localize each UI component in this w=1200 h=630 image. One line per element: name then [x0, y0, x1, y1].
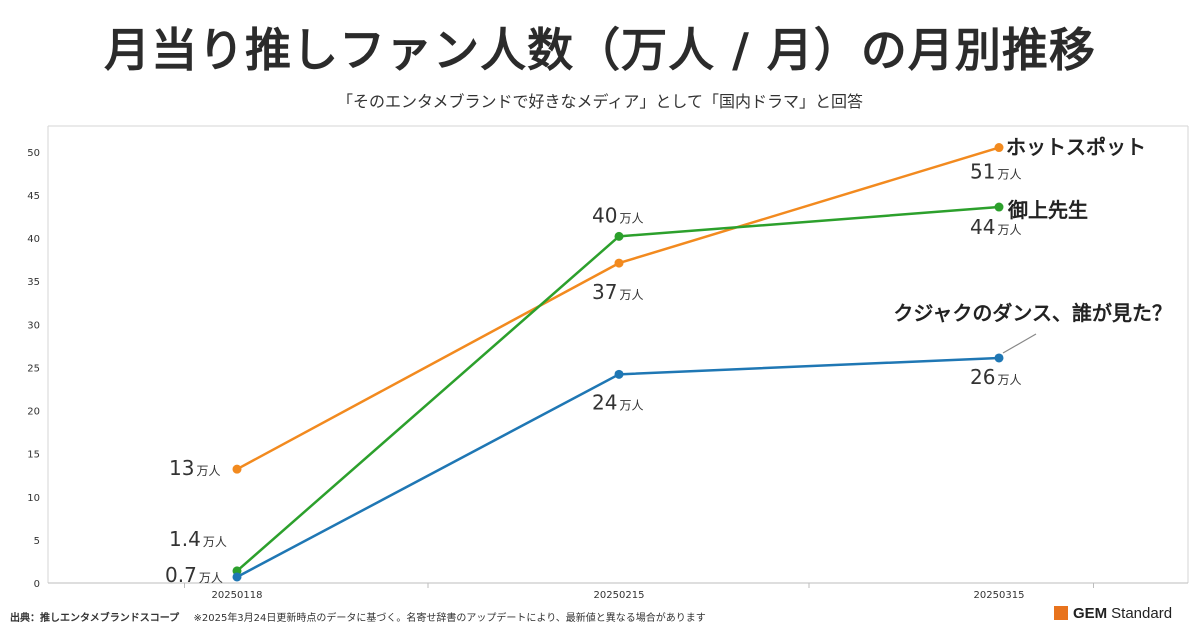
x-tick-label: 20250315	[974, 590, 1025, 600]
data-label: 26 万人	[970, 365, 1021, 389]
footer: 出典：推しエンタメブランドスコープ ※2025年3月24日更新時点のデータに基づ…	[10, 609, 706, 624]
series-name-label: 御上先生	[1007, 198, 1088, 222]
data-label: 1.4 万人	[169, 527, 227, 551]
data-point	[614, 258, 624, 268]
data-label: 37 万人	[592, 280, 643, 304]
data-label: 40 万人	[592, 203, 643, 227]
y-tick-label: 15	[27, 450, 40, 461]
brand-logo: GEM Standard	[1054, 603, 1172, 623]
y-tick-label: 40	[27, 234, 40, 245]
data-point	[232, 464, 242, 474]
y-tick-label: 25	[27, 363, 40, 374]
y-tick-label: 50	[27, 148, 40, 159]
series-leader-line	[1002, 333, 1037, 354]
series-name-label: ホットスポット	[1006, 135, 1146, 159]
series-line	[236, 146, 1000, 471]
series-name-label: クジャクのダンス、誰が見た？	[893, 301, 1172, 325]
y-tick-label: 35	[27, 277, 40, 288]
line-chart: 0 5 10 15 20 25 30 35 40 45 50 20250118 20250215 202…	[27, 125, 1189, 600]
data-label: 24 万人	[592, 390, 643, 414]
brand-name-part1: GEM	[1073, 604, 1108, 622]
data-point	[614, 369, 624, 379]
data-point	[232, 572, 242, 582]
y-tick-label: 20	[27, 407, 40, 418]
y-tick-label: 0	[34, 579, 40, 590]
data-point	[994, 353, 1004, 363]
data-point	[994, 202, 1004, 212]
y-tick-label: 45	[27, 191, 40, 202]
brand-logo-icon	[1054, 606, 1068, 620]
data-label: 51 万人	[970, 160, 1021, 184]
y-tick-label: 5	[34, 536, 40, 547]
chart-title: 月当り推しファン人数（万人 / 月）の月別推移	[104, 23, 1096, 77]
y-tick-label: 30	[27, 320, 40, 331]
x-tick-label: 20250215	[594, 590, 645, 600]
data-label: 44 万人	[970, 215, 1021, 239]
data-point	[614, 231, 624, 241]
x-tick-label: 20250118	[212, 590, 263, 600]
data-label: 0.7 万人	[165, 563, 223, 587]
brand-name-part2: Standard	[1111, 604, 1173, 622]
data-point	[994, 143, 1004, 153]
footer-source: 出典：推しエンタメブランドスコープ	[10, 613, 180, 624]
footer-note: ※2025年3月24日更新時点のデータに基づく。名寄せ辞書のアップデートにより、…	[193, 613, 706, 624]
data-label: 13 万人	[169, 456, 220, 480]
chart-subtitle: 「そのエンタメブランドで好きなメディア」として「国内ドラマ」と回答	[337, 92, 863, 111]
y-tick-label: 10	[27, 493, 40, 504]
series-line	[236, 356, 1000, 579]
